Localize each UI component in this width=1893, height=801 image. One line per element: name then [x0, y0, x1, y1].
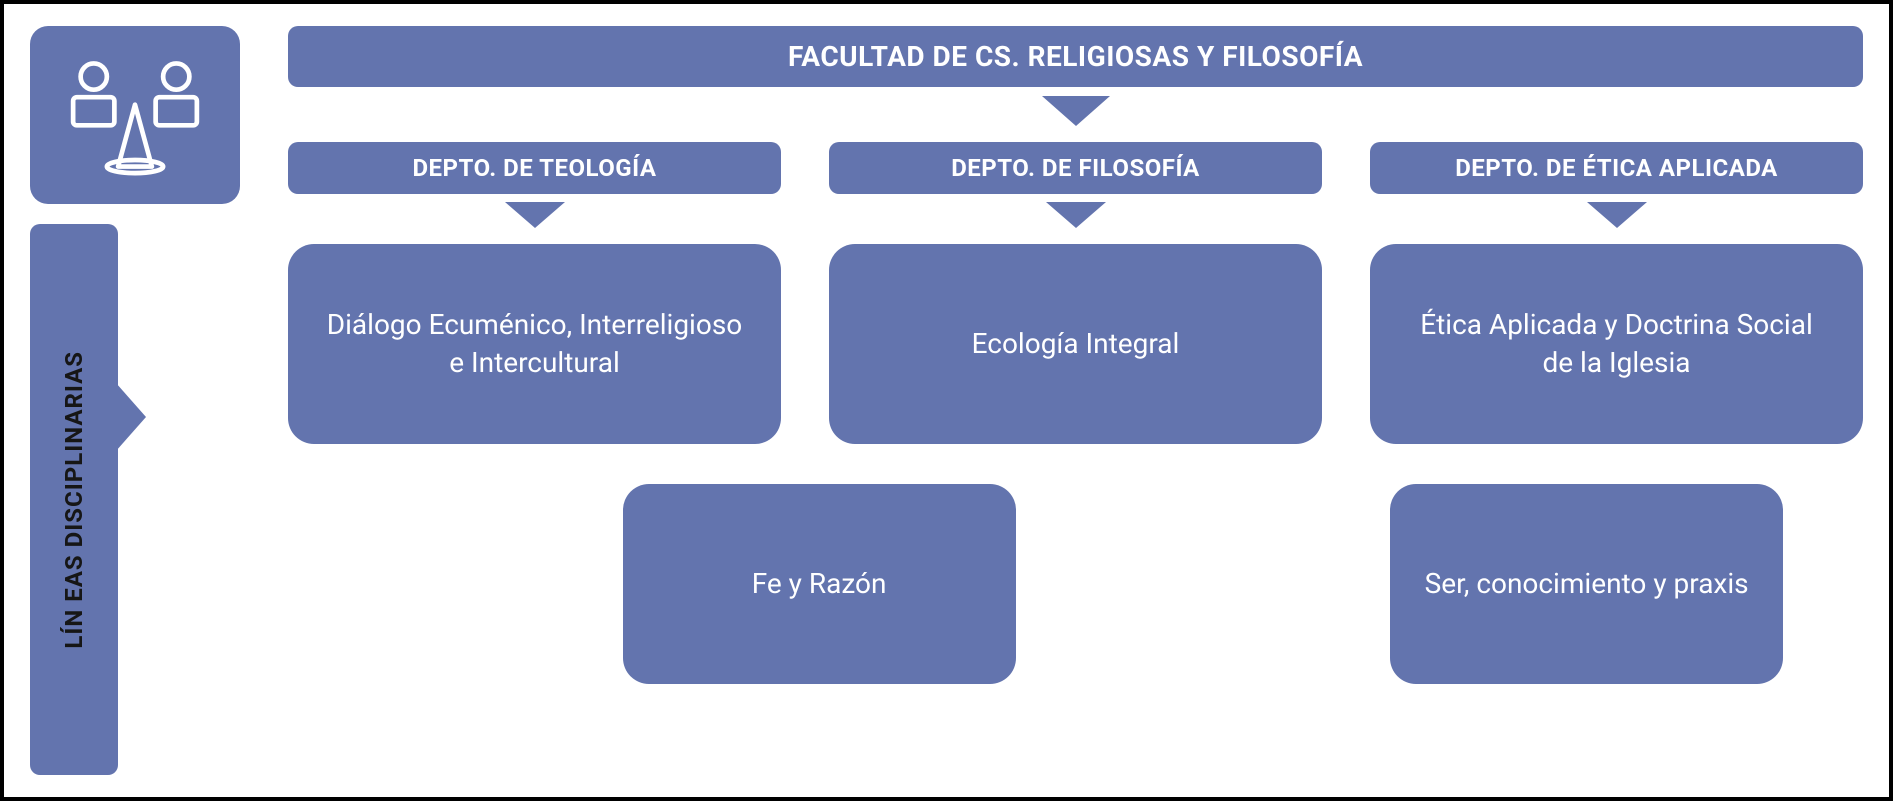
faculty-title: FACULTAD DE CS. RELIGIOSAS Y FILOSOFÍA — [288, 26, 1863, 87]
chevron-right-icon — [116, 383, 146, 451]
card-dialogo: Diálogo Ecuménico, Interreligioso e Inte… — [288, 244, 781, 444]
dept-teologia: DEPTO. DE TEOLOGÍA — [288, 142, 781, 205]
dept-label: DEPTO. DE ÉTICA APLICADA — [1370, 142, 1863, 194]
disciplines-row-2: Fe y Razón Ser, conocimiento y praxis — [288, 484, 1863, 684]
two-people-at-table-icon — [30, 26, 240, 204]
chevron-down-icon — [1046, 202, 1106, 228]
content-area: Diálogo Ecuménico, Interreligioso e Inte… — [288, 224, 1863, 775]
chevron-down-icon — [505, 202, 565, 228]
disciplines-row-1: Diálogo Ecuménico, Interreligioso e Inte… — [288, 244, 1863, 444]
dept-label: DEPTO. DE FILOSOFÍA — [829, 142, 1322, 194]
diagram-frame: FACULTAD DE CS. RELIGIOSAS Y FILOSOFÍA D… — [0, 0, 1893, 801]
card-etica-aplicada: Ética Aplicada y Doctrina Social de la I… — [1370, 244, 1863, 444]
card-ser-conocimiento: Ser, conocimiento y praxis — [1390, 484, 1783, 684]
layout-grid: FACULTAD DE CS. RELIGIOSAS Y FILOSOFÍA D… — [30, 26, 1863, 775]
chevron-down-icon — [1587, 202, 1647, 228]
side-label-wrap: LÍN EAS DISCIPLINARIAS — [30, 224, 240, 775]
side-label-bar: LÍN EAS DISCIPLINARIAS — [30, 224, 118, 775]
card-fe-razon: Fe y Razón — [623, 484, 1016, 684]
departments-row: DEPTO. DE TEOLOGÍA DEPTO. DE FILOSOFÍA D… — [288, 142, 1863, 205]
dept-label: DEPTO. DE TEOLOGÍA — [288, 142, 781, 194]
faculty-bar: FACULTAD DE CS. RELIGIOSAS Y FILOSOFÍA — [288, 26, 1863, 98]
chevron-down-icon — [1042, 96, 1110, 126]
side-label-text: LÍN EAS DISCIPLINARIAS — [60, 351, 88, 649]
dept-etica: DEPTO. DE ÉTICA APLICADA — [1370, 142, 1863, 205]
dept-filosofia: DEPTO. DE FILOSOFÍA — [829, 142, 1322, 205]
card-ecologia: Ecología Integral — [829, 244, 1322, 444]
